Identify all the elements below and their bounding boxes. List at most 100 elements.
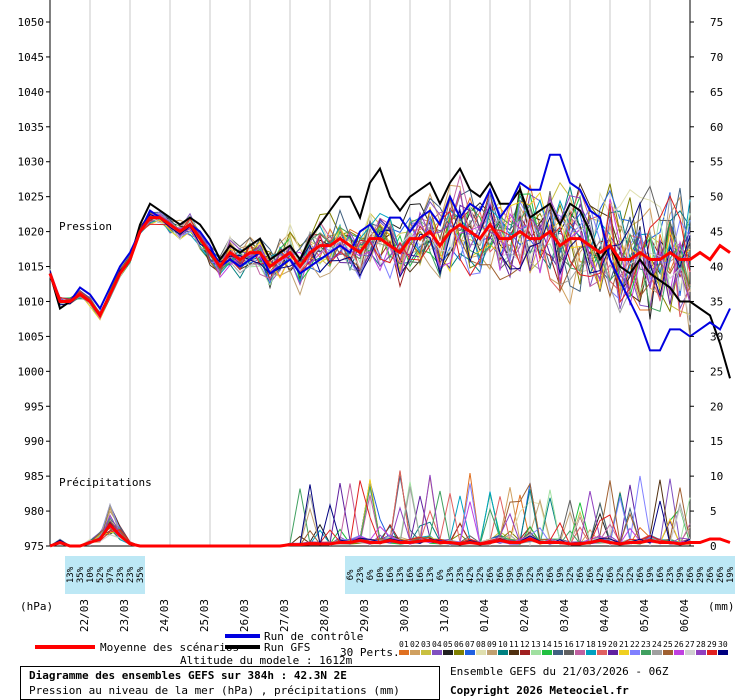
- legend-pert-number: 15: [553, 640, 563, 649]
- right-tick-label: 75: [710, 16, 723, 29]
- legend-pert-swatch: [465, 650, 475, 655]
- prob-cell: [495, 556, 505, 594]
- legend-pert-swatch: [476, 650, 486, 655]
- prob-label: 26%: [576, 566, 586, 583]
- prob-label: 23%: [536, 566, 546, 583]
- left-tick-label: 1020: [18, 226, 45, 239]
- legend-pert-swatch: [509, 650, 519, 655]
- left-tick-label: 1010: [18, 295, 45, 308]
- left-tick-label: 990: [24, 435, 44, 448]
- prob-label: 26%: [546, 566, 556, 583]
- prob-cell: [465, 556, 475, 594]
- legend-pert-swatch: [586, 650, 596, 655]
- title-box: Diagramme des ensembles GEFS sur 384h : …: [20, 666, 440, 700]
- legend-pert-swatch: [410, 650, 420, 655]
- legend-pert-number: 26: [674, 640, 684, 649]
- legend-mean-label: Moyenne des scénarios: [100, 641, 239, 654]
- prob-cell: [675, 556, 685, 594]
- pression-annotation: Pression: [59, 220, 112, 233]
- legend-pert-number: 21: [619, 640, 629, 649]
- legend-control-label: Run de contrôle: [264, 630, 363, 643]
- legend-pert-swatch: [432, 650, 442, 655]
- right-tick-label: 0: [710, 540, 717, 553]
- copyright-text: Copyright 2026 Meteociel.fr: [450, 684, 629, 697]
- prob-cell: [355, 556, 365, 594]
- left-tick-label: 985: [24, 470, 44, 483]
- prob-cell: [405, 556, 415, 594]
- prob-label: 26%: [716, 566, 726, 583]
- prob-cell: [725, 556, 735, 594]
- prob-cell: [645, 556, 655, 594]
- prob-cell: [545, 556, 555, 594]
- x-tick-label: 24/03: [158, 599, 171, 632]
- legend-pert-number: 25: [663, 640, 673, 649]
- x-tick-label: 03/04: [558, 599, 571, 632]
- x-tick-label: 31/03: [438, 599, 451, 632]
- legend-pert-swatch: [498, 650, 508, 655]
- prob-cell: [595, 556, 605, 594]
- legend-pert-number: 07: [465, 640, 475, 649]
- left-tick-label: 1035: [18, 121, 45, 134]
- prob-label: 16%: [656, 566, 666, 583]
- legend-pert-swatch: [696, 650, 706, 655]
- prob-cell: [615, 556, 625, 594]
- left-tick-label: 995: [24, 400, 44, 413]
- legend: Moyenne des scénarios Run de contrôleRun …: [35, 630, 728, 659]
- prob-cell: [105, 556, 115, 594]
- legend-pert-number: 23: [641, 640, 651, 649]
- legend-pert-swatch: [718, 650, 728, 655]
- prob-label: 32%: [476, 566, 486, 583]
- ensemble-text: Ensemble GEFS du 21/03/2026 - 06Z: [450, 665, 669, 678]
- x-tick-label: 22/03: [78, 599, 91, 632]
- prob-label: 32%: [616, 566, 626, 583]
- legend-pert-swatch: [575, 650, 585, 655]
- prob-label: 52%: [96, 566, 106, 583]
- left-tick-label: 1050: [18, 16, 45, 29]
- prob-cell: [125, 556, 135, 594]
- main-series: [48, 153, 731, 548]
- prob-cell: [585, 556, 595, 594]
- legend-pert-number: 04: [432, 640, 442, 649]
- legend-pert-number: 19: [597, 640, 607, 649]
- prob-cell: [435, 556, 445, 594]
- prob-cell: [485, 556, 495, 594]
- legend-pert-number: 02: [410, 640, 420, 649]
- prob-label: 32%: [566, 566, 576, 583]
- prob-cell: [135, 556, 145, 594]
- right-tick-label: 25: [710, 365, 723, 378]
- prob-cell: [415, 556, 425, 594]
- prob-label: 19%: [646, 566, 656, 583]
- axis-ticks: 9759809859909951000100510101015102010251…: [18, 16, 724, 632]
- right-tick-label: 30: [710, 330, 723, 343]
- pert-pressure-line: [49, 194, 691, 314]
- legend-pert-number: 14: [542, 640, 552, 649]
- prob-cell: [525, 556, 535, 594]
- left-tick-label: 980: [24, 505, 44, 518]
- legend-pert-swatch: [630, 650, 640, 655]
- legend-pert-number: 24: [652, 640, 662, 649]
- x-tick-label: 01/04: [478, 599, 491, 632]
- left-tick-label: 1040: [18, 86, 45, 99]
- prob-label: 42%: [596, 566, 606, 583]
- prob-cell: [655, 556, 665, 594]
- prob-cell: [505, 556, 515, 594]
- legend-pert-swatch: [608, 650, 618, 655]
- legend-pert-swatch: [674, 650, 684, 655]
- prob-label: 13%: [396, 566, 406, 583]
- probability-rows: 13% 35% 10% 52% 97% 23% 23% 35% 6% 23% 6% 10% 16% 13%…: [65, 556, 736, 594]
- prob-cell: [115, 556, 125, 594]
- legend-pert-swatch: [663, 650, 673, 655]
- prob-cell: [515, 556, 525, 594]
- legend-pert-swatch: [619, 650, 629, 655]
- prob-label: 35%: [136, 566, 146, 583]
- precip-annotation: Précipitations: [59, 476, 152, 489]
- altitude-text: Altitude du modele : 1612m: [180, 654, 353, 667]
- legend-pert-number: 22: [630, 640, 640, 649]
- prob-label: 16%: [416, 566, 426, 583]
- x-tick-label: 04/04: [598, 599, 611, 632]
- legend-pert-number: 16: [564, 640, 574, 649]
- legend-pert-swatch: [487, 650, 497, 655]
- prob-label: 29%: [696, 566, 706, 583]
- prob-label: 23%: [356, 566, 366, 583]
